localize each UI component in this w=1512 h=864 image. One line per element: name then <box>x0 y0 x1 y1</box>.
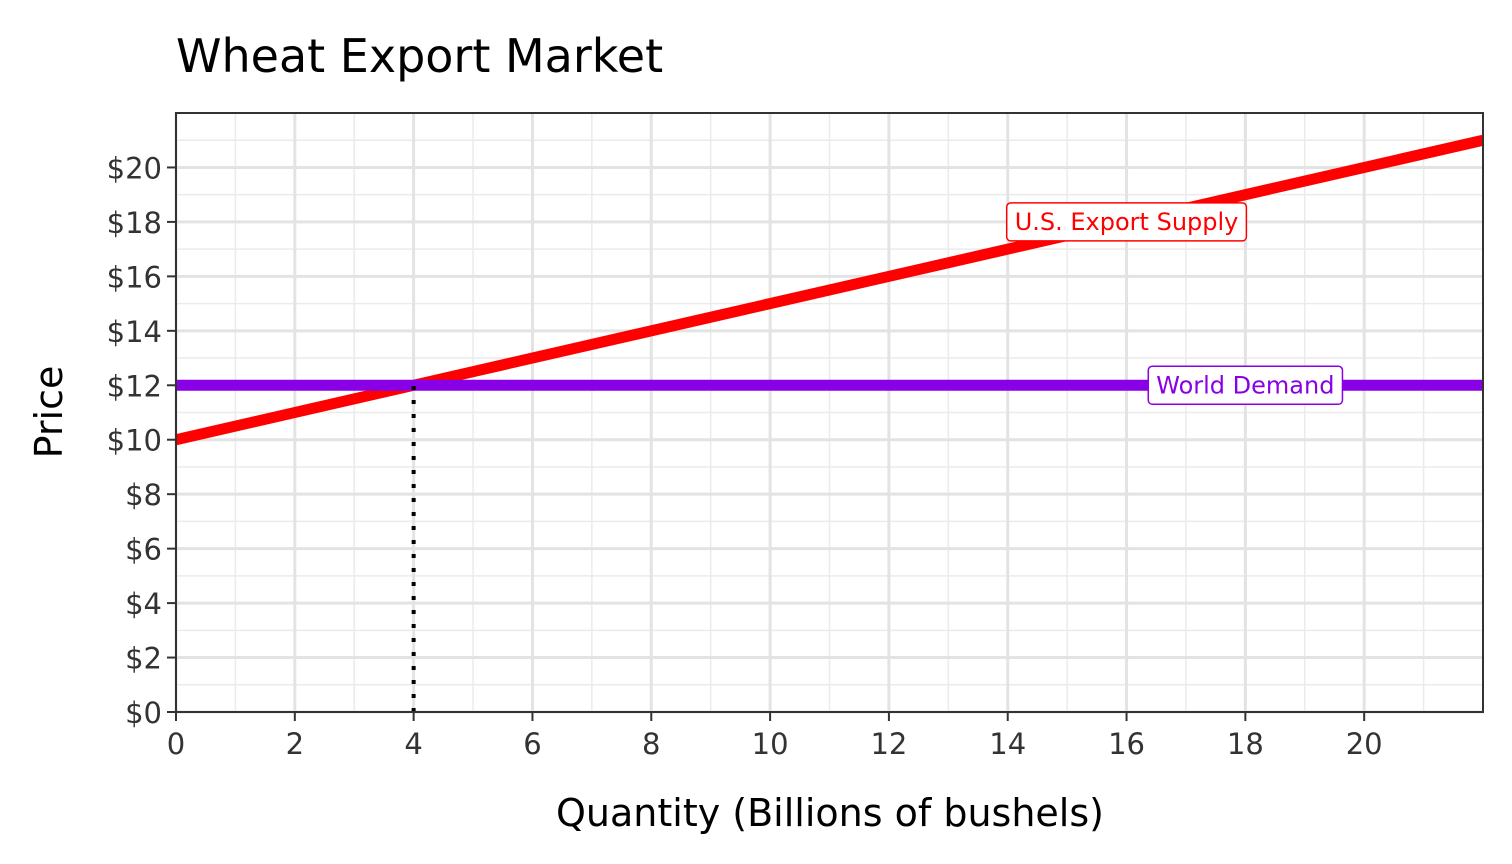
x-tick-label: 12 <box>870 727 907 761</box>
y-tick-label: $6 <box>125 533 162 567</box>
x-tick-label: 2 <box>286 727 304 761</box>
y-tick-label: $16 <box>107 260 162 294</box>
x-tick-label: 4 <box>404 727 422 761</box>
x-tick-label: 10 <box>752 727 789 761</box>
y-tick-label: $12 <box>107 369 162 403</box>
label-box <box>1147 365 1344 406</box>
x-tick-label: 16 <box>1108 727 1145 761</box>
label-box <box>1005 202 1248 242</box>
chart-title: Wheat Export Market <box>176 29 663 83</box>
annotations: U.S. Export Supply World Demand <box>1005 202 1344 406</box>
label-text: U.S. Export Supply <box>1015 208 1239 236</box>
x-tick-label: 0 <box>167 727 185 761</box>
plot-panel-border <box>175 112 1484 713</box>
y-tick-label: $10 <box>107 424 162 458</box>
x-tick-label: 20 <box>1346 727 1383 761</box>
y-tick-label: $14 <box>107 315 162 349</box>
supply-label: U.S. Export Supply <box>1005 202 1248 242</box>
x-tick-label: 18 <box>1227 727 1264 761</box>
y-tick-label: $18 <box>107 206 162 240</box>
axes: 0 2 4 6 8 10 12 14 16 18 20 $0 $2 $4 $6 $8 $10 $12 $14 $16 $… <box>107 151 1383 761</box>
x-tick-label: 6 <box>523 727 541 761</box>
y-axis-title: Price <box>27 366 71 459</box>
x-axis-title: Quantity (Billions of bushels) <box>556 791 1104 835</box>
label-text: World Demand <box>1156 371 1334 399</box>
y-tick-label: $0 <box>125 696 162 730</box>
y-tick-label: $2 <box>125 642 162 676</box>
y-tick-label: $4 <box>125 587 162 621</box>
x-tick-label: 14 <box>989 727 1026 761</box>
demand-label: World Demand <box>1147 365 1344 406</box>
y-tick-label: $8 <box>125 478 162 512</box>
y-tick-label: $20 <box>107 151 162 185</box>
x-tick-label: 8 <box>642 727 660 761</box>
grid <box>174 113 1483 714</box>
